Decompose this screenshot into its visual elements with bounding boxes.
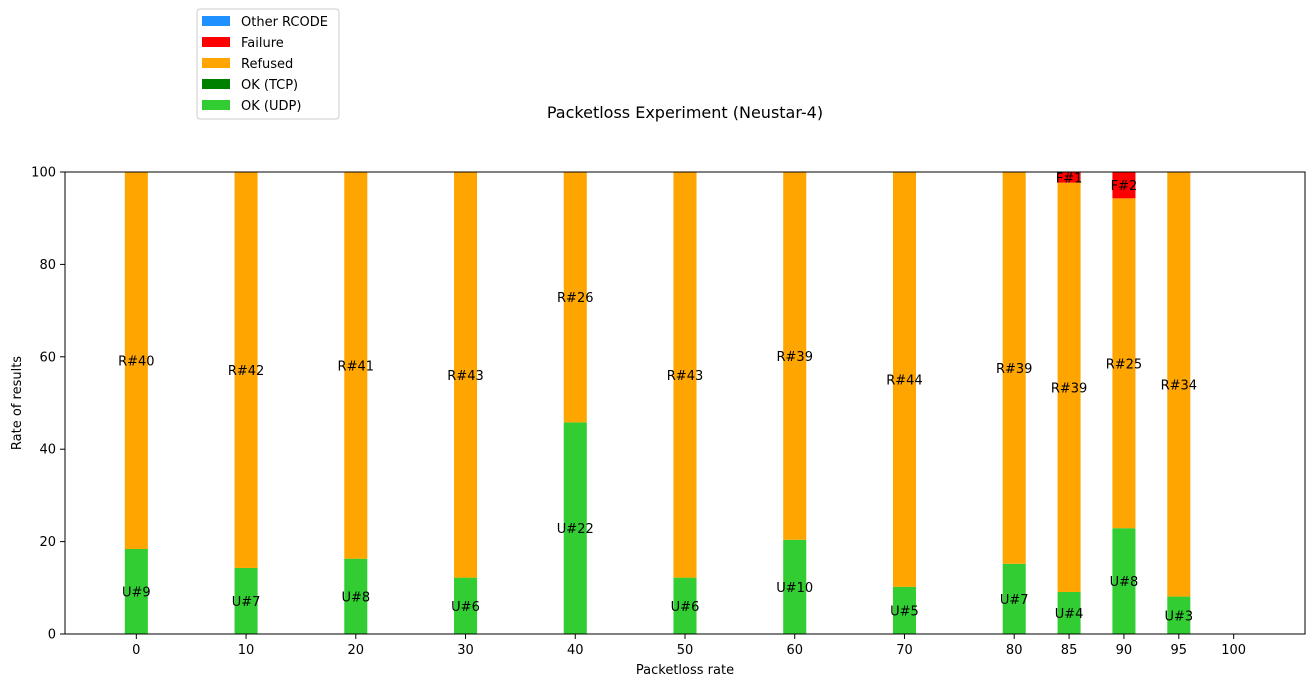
y-axis: 0 20 40 60 80 100 xyxy=(31,166,65,643)
bar-ok-udp-95 xyxy=(1167,596,1191,634)
x-tick-label: 90 xyxy=(1116,643,1133,658)
bar-label-95-2: R#34 xyxy=(1161,378,1197,393)
bar-ok-udp-90 xyxy=(1112,528,1136,634)
bar-label-0-2: R#40 xyxy=(118,354,154,369)
legend-entry: Refused xyxy=(241,57,293,72)
bar-refused-85 xyxy=(1057,182,1081,592)
bar-ok-udp-70 xyxy=(892,586,916,634)
bar-label-80-0: U#7 xyxy=(1000,593,1029,608)
bar-ok-udp-20 xyxy=(344,558,368,634)
x-tick-label: 95 xyxy=(1171,643,1188,658)
bar-labels-layer: U#9 R#40 U#7 R#42 U#8 R#41 U#6 R#43 U#22 R#26 U#6 R… xyxy=(118,171,1197,624)
bar-refused-10 xyxy=(234,172,258,568)
bar-label-60-0: U#10 xyxy=(776,581,813,596)
bar-label-90-3: F#2 xyxy=(1111,179,1138,194)
x-tick-label: 60 xyxy=(786,643,803,658)
bars-layer xyxy=(124,172,1191,634)
bar-label-70-2: R#44 xyxy=(886,373,922,388)
legend-swatch xyxy=(202,58,230,68)
bar-ok-udp-30 xyxy=(454,577,478,634)
bar-refused-80 xyxy=(1002,172,1026,564)
bar-label-20-2: R#41 xyxy=(338,359,374,374)
bar-ok-udp-60 xyxy=(783,539,807,634)
chart-title: Packetloss Experiment (Neustar-4) xyxy=(547,103,823,122)
bar-label-30-2: R#43 xyxy=(447,369,483,384)
bar-label-50-2: R#43 xyxy=(667,369,703,384)
bar-ok-udp-10 xyxy=(234,567,258,634)
bar-ok-udp-50 xyxy=(673,577,697,634)
x-tick-label: 0 xyxy=(132,643,140,658)
bar-label-20-0: U#8 xyxy=(341,590,370,605)
bar-failure-85 xyxy=(1057,172,1081,183)
bar-refused-0 xyxy=(124,172,148,549)
bar-refused-50 xyxy=(673,172,697,578)
x-tick-label: 30 xyxy=(457,643,474,658)
legend-swatch xyxy=(202,100,230,110)
x-tick-label: 10 xyxy=(238,643,255,658)
y-axis-label: Rate of results xyxy=(10,356,25,450)
bar-label-85-3: F#1 xyxy=(1056,171,1083,186)
bar-refused-30 xyxy=(454,172,478,578)
bar-label-85-0: U#4 xyxy=(1055,607,1084,622)
legend: Other RCODE Failure Refused OK (TCP) OK (UDP… xyxy=(196,8,340,120)
bar-refused-60 xyxy=(783,172,807,540)
legend-entry: OK (UDP) xyxy=(241,99,301,114)
x-tick-label: 70 xyxy=(896,643,913,658)
x-axis: 0 10 20 30 40 50 60 70 80 85 90 95 100 xyxy=(132,634,1246,658)
bar-label-0-0: U#9 xyxy=(122,585,151,600)
bar-refused-20 xyxy=(344,172,368,559)
x-tick-label: 40 xyxy=(567,643,584,658)
bar-label-70-0: U#5 xyxy=(890,604,919,619)
legend-swatch xyxy=(202,79,230,89)
legend-swatch xyxy=(202,16,230,26)
bar-refused-90 xyxy=(1112,198,1136,529)
y-tick-label: 0 xyxy=(48,628,56,643)
bar-label-10-0: U#7 xyxy=(232,595,261,610)
bar-ok-udp-80 xyxy=(1002,563,1026,634)
x-tick-label: 85 xyxy=(1061,643,1078,658)
legend-frame xyxy=(196,8,340,120)
bar-label-95-0: U#3 xyxy=(1164,609,1193,624)
y-tick-label: 20 xyxy=(39,535,56,550)
bar-refused-40 xyxy=(563,172,587,423)
y-tick-label: 40 xyxy=(39,443,56,458)
legend-entry: Other RCODE xyxy=(241,15,328,30)
x-tick-label: 80 xyxy=(1006,643,1023,658)
bar-ok-udp-0 xyxy=(124,548,148,634)
legend-entry: OK (TCP) xyxy=(241,78,298,93)
bar-refused-70 xyxy=(892,172,916,587)
bar-label-90-2: R#25 xyxy=(1106,357,1142,372)
bar-label-60-2: R#39 xyxy=(777,350,813,365)
bar-label-30-0: U#6 xyxy=(451,600,480,615)
y-tick-label: 100 xyxy=(31,166,56,181)
bar-label-90-0: U#8 xyxy=(1110,575,1139,590)
y-tick-label: 60 xyxy=(39,350,56,365)
bar-refused-95 xyxy=(1167,172,1191,597)
x-tick-label: 50 xyxy=(677,643,694,658)
bar-label-40-0: U#22 xyxy=(557,522,594,537)
bar-label-40-2: R#26 xyxy=(557,291,593,306)
bar-ok-udp-40 xyxy=(563,422,587,634)
bar-failure-90 xyxy=(1112,172,1136,199)
bar-label-85-2: R#39 xyxy=(1051,381,1087,396)
bar-ok-udp-85 xyxy=(1057,591,1081,634)
bar-label-10-2: R#42 xyxy=(228,364,264,379)
bar-label-80-2: R#39 xyxy=(996,362,1032,377)
legend-entry: Failure xyxy=(241,36,284,51)
x-tick-label: 100 xyxy=(1221,643,1246,658)
legend-swatch xyxy=(202,37,230,47)
bar-label-50-0: U#6 xyxy=(671,600,700,615)
x-axis-label: Packetloss rate xyxy=(636,663,734,678)
y-tick-label: 80 xyxy=(39,258,56,273)
x-tick-label: 20 xyxy=(348,643,365,658)
